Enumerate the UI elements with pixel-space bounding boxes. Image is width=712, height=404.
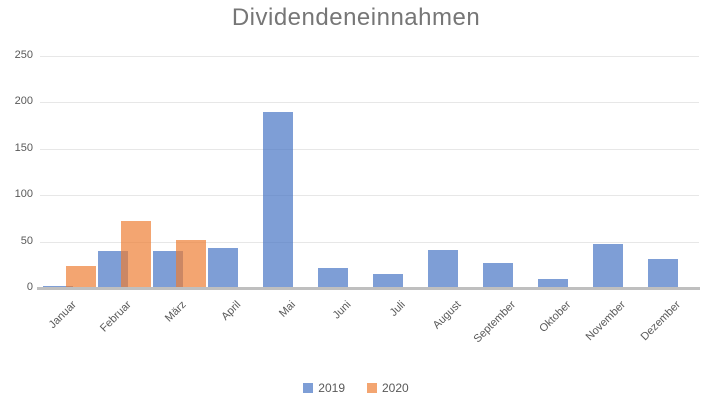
bar-2019-september (482, 262, 513, 288)
legend-swatch-2019 (303, 383, 314, 393)
bar-2019-november (592, 244, 623, 288)
bar-2019-august (427, 249, 458, 288)
x-axis-line (37, 287, 700, 290)
y-axis-tick-label: 250 (14, 49, 33, 61)
x-axis-label-april: April (219, 298, 244, 323)
y-axis-tick-label: 150 (14, 141, 33, 154)
bar-2020-januar (66, 265, 97, 288)
legend-label-2019: 2019 (318, 381, 345, 395)
x-axis-label-januar: Januar (46, 298, 79, 332)
chart-title: Dividendeneinnahmen (231, 4, 481, 31)
x-axis-label-september: September (471, 298, 519, 346)
x-axis-label-märz: März (162, 298, 189, 325)
bar-2019-juni (318, 267, 349, 288)
y-axis-tick-label: 0 (26, 281, 33, 293)
bar-2020-februar (121, 221, 152, 288)
x-axis-label-februar: Februar (97, 298, 134, 335)
gridline-100 (40, 195, 699, 197)
legend-item-2019: 2019 (303, 381, 345, 395)
x-axis-label-dezember: Dezember (638, 298, 683, 344)
x-axis-label-november: November (583, 298, 628, 344)
x-axis-label-mai: Mai (277, 298, 299, 320)
x-axis-label-oktober: Oktober (536, 298, 573, 335)
x-axis-label-juni: Juni (330, 298, 354, 322)
legend-swatch-2020 (367, 383, 377, 393)
y-axis-tick-label: 200 (14, 95, 33, 108)
gridline-250 (40, 56, 699, 57)
gridline-150 (40, 148, 699, 150)
bar-2019-mai (263, 111, 294, 288)
legend-label-2020: 2020 (382, 381, 409, 395)
bar-2019-april (208, 248, 239, 288)
y-axis-tick-label: 50 (20, 234, 33, 247)
gridline-50 (40, 241, 699, 243)
x-axis-label-juli: Juli (388, 298, 409, 319)
gridline-200 (40, 102, 699, 104)
bar-2019-oktober (537, 278, 568, 288)
bar-2020-märz (176, 239, 207, 288)
legend: 2019 2020 (0, 381, 712, 395)
legend-item-2020: 2020 (367, 381, 409, 395)
bar-2019-dezember (647, 259, 678, 288)
x-axis-label-august: August (430, 298, 464, 332)
y-axis-tick-label: 100 (14, 188, 33, 201)
bar-2019-juli (372, 274, 403, 288)
